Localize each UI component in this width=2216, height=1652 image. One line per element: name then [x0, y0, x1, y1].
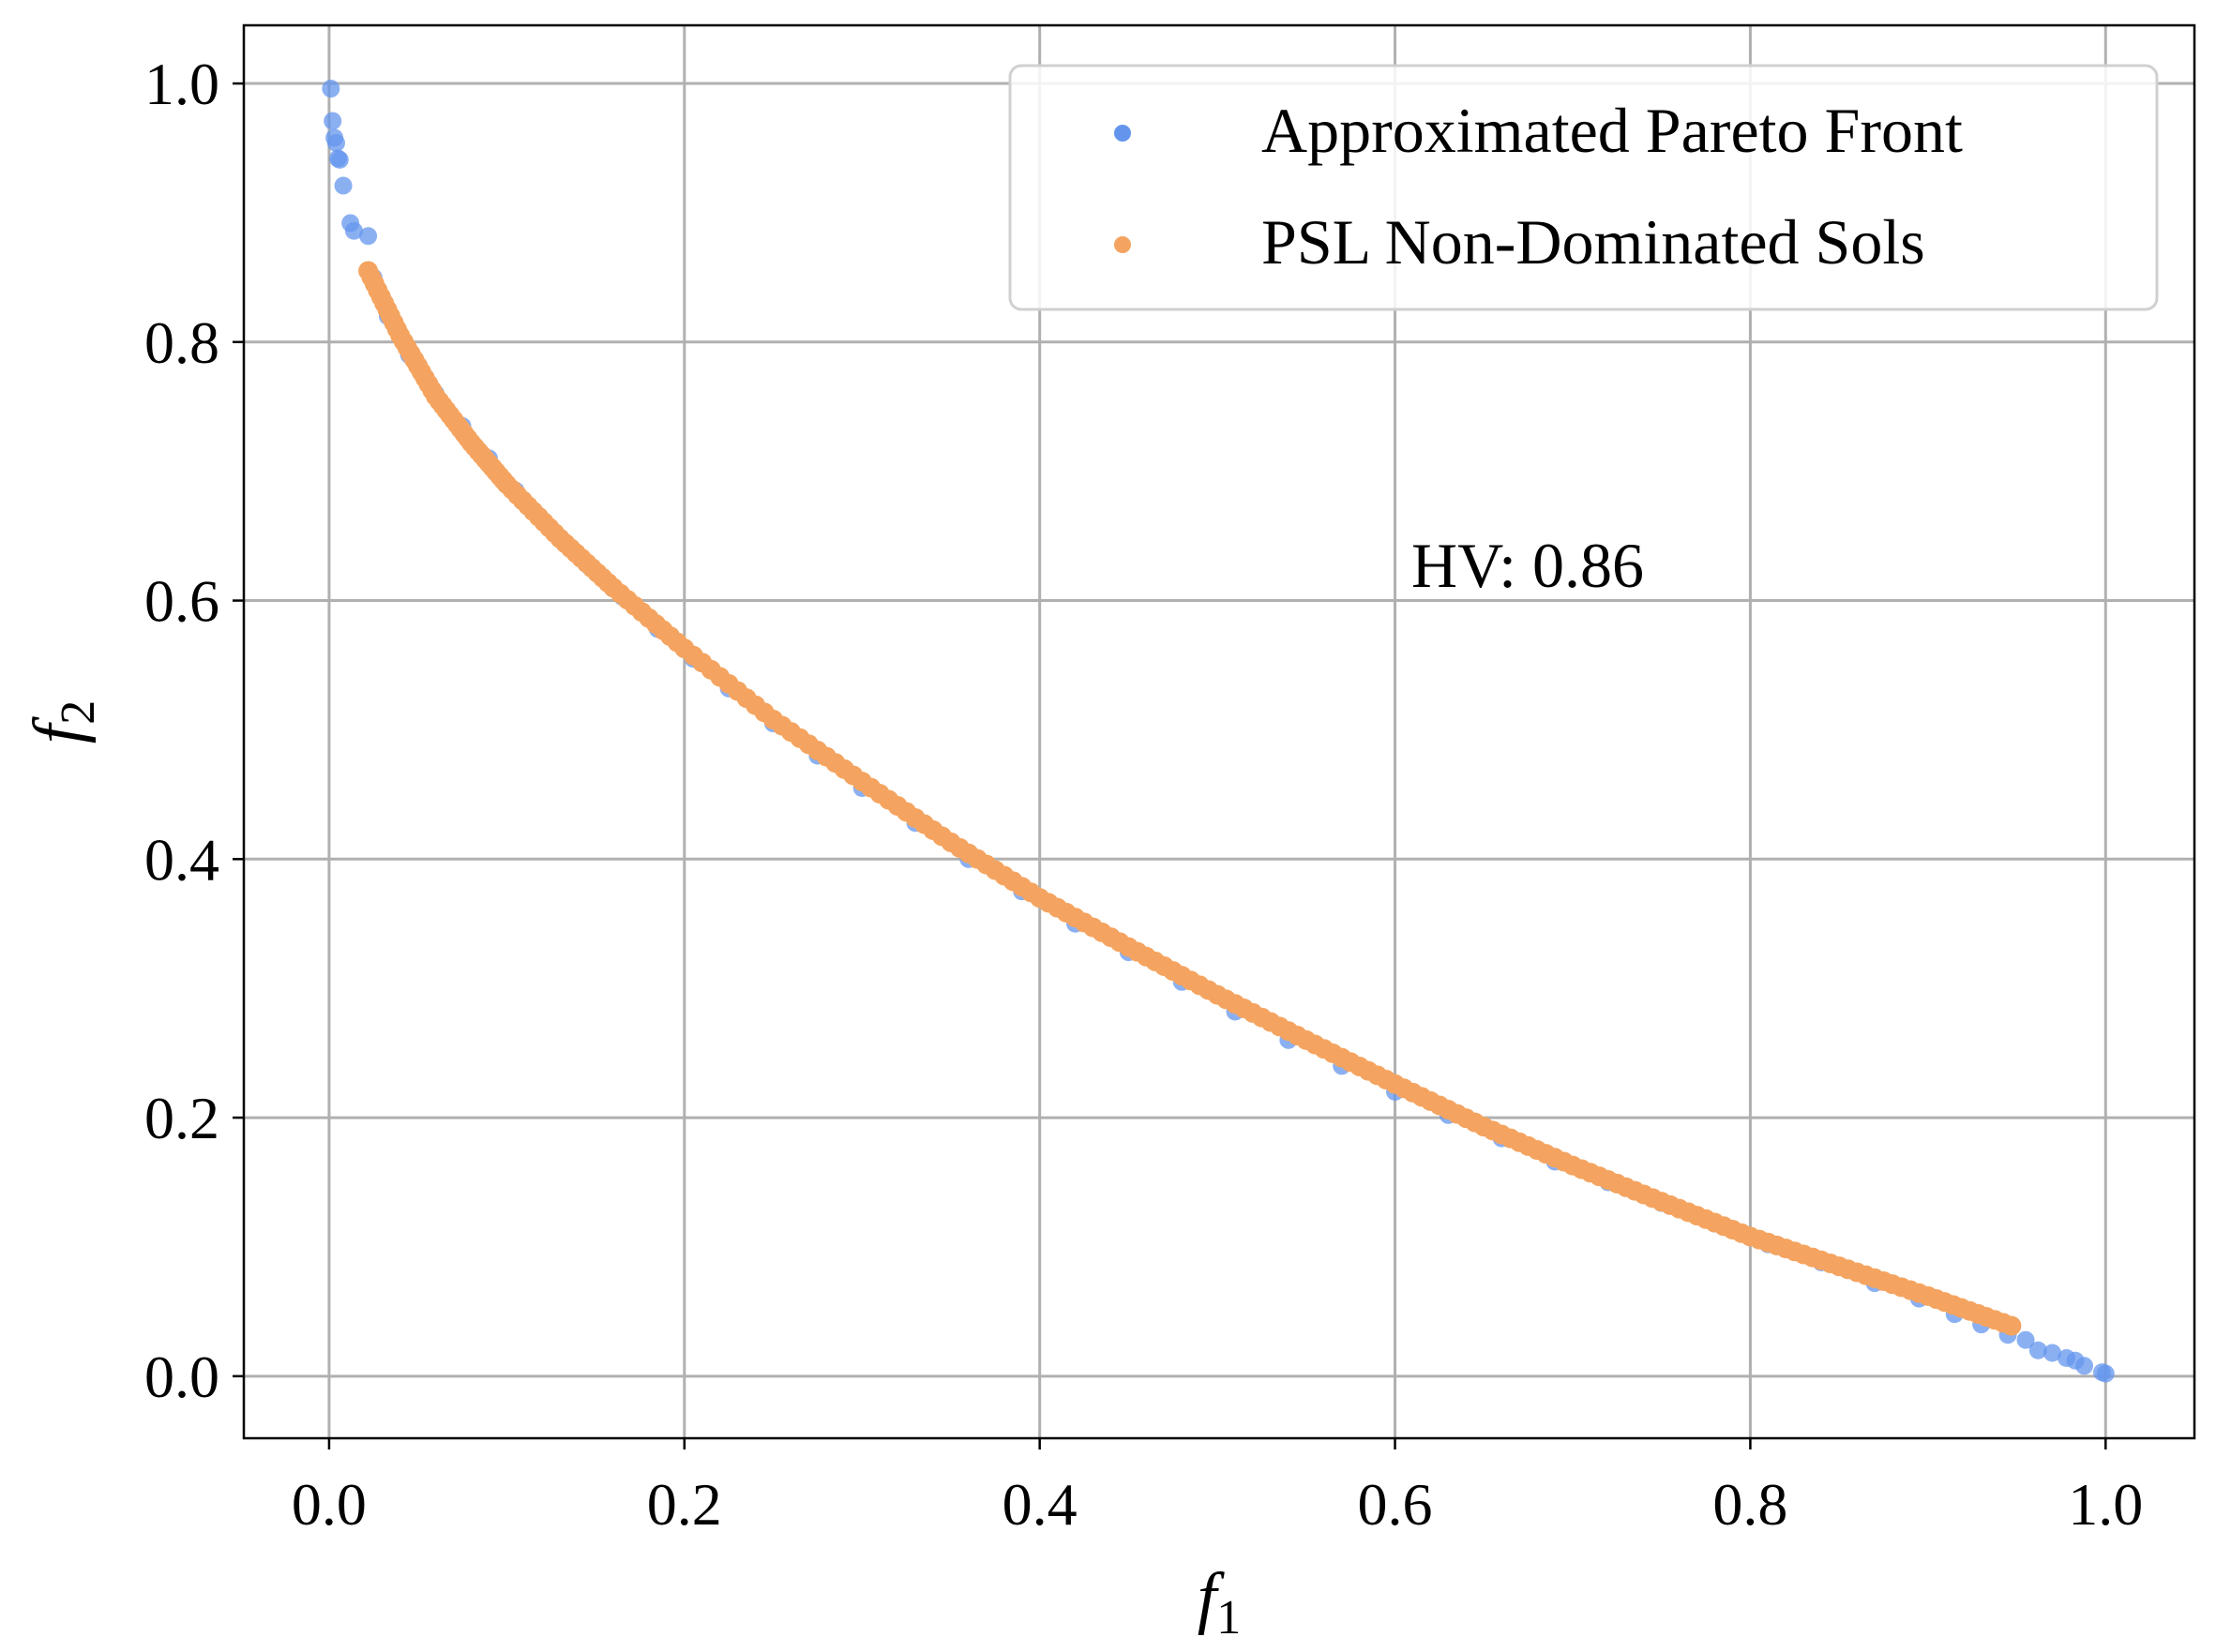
- x-tick-label: 0.6: [1358, 1471, 1433, 1538]
- legend-label-psl-non-dominated-sols: PSL Non-Dominated Sols: [1261, 206, 1925, 278]
- legend-marker-psl-non-dominated-sols: [1114, 236, 1131, 253]
- legend-marker-approximated-pareto-front: [1114, 125, 1131, 142]
- x-tick-label: 0.8: [1712, 1471, 1787, 1538]
- approximated-pareto-front-point: [2028, 1341, 2047, 1359]
- approximated-pareto-front-point: [359, 227, 378, 246]
- approximated-pareto-front-point: [2096, 1364, 2115, 1383]
- approximated-pareto-front-point: [334, 176, 353, 195]
- x-tick-label: 0.4: [1002, 1471, 1078, 1538]
- x-tick-label: 0.2: [647, 1471, 722, 1538]
- series-psl-non-dominated-sols: [358, 261, 2022, 1336]
- x-axis-title: f1: [1198, 1559, 1242, 1644]
- hv-annotation: HV: 0.86: [1411, 530, 1644, 601]
- approximated-pareto-front-point: [322, 80, 340, 98]
- approximated-pareto-front-point: [344, 221, 363, 240]
- plot-frame: [242, 23, 2196, 1440]
- y-tick-label: 0.8: [144, 309, 219, 376]
- approximated-pareto-front-point: [330, 150, 349, 169]
- psl-non-dominated-sols-point: [2001, 1315, 2022, 1336]
- legend-box: [1008, 64, 2159, 311]
- y-axis-title: f2: [20, 700, 105, 744]
- legend: Approximated Pareto Front PSL Non-Domina…: [1008, 64, 2159, 311]
- y-tick-label: 0.0: [144, 1344, 219, 1410]
- y-tick-label: 1.0: [144, 51, 219, 117]
- approximated-pareto-front-point: [2075, 1357, 2094, 1375]
- x-tick-label: 1.0: [2068, 1471, 2143, 1538]
- approximated-pareto-front-point: [2043, 1344, 2061, 1362]
- x-tick-label: 0.0: [292, 1471, 367, 1538]
- y-tick-label: 0.6: [144, 568, 219, 635]
- ticks: 0.0 0.2 0.4 0.6 0.8 1.0 0.0 0.2 0.4 0.6 0.8 1.0: [144, 51, 2143, 1538]
- approximated-pareto-front-point: [327, 133, 346, 152]
- approximated-pareto-front-point: [2016, 1330, 2035, 1349]
- y-tick-label: 0.2: [144, 1085, 219, 1151]
- y-tick-label: 0.4: [144, 826, 219, 893]
- approximated-pareto-front-point: [324, 112, 342, 130]
- legend-label-approximated-pareto-front: Approximated Pareto Front: [1261, 95, 1963, 166]
